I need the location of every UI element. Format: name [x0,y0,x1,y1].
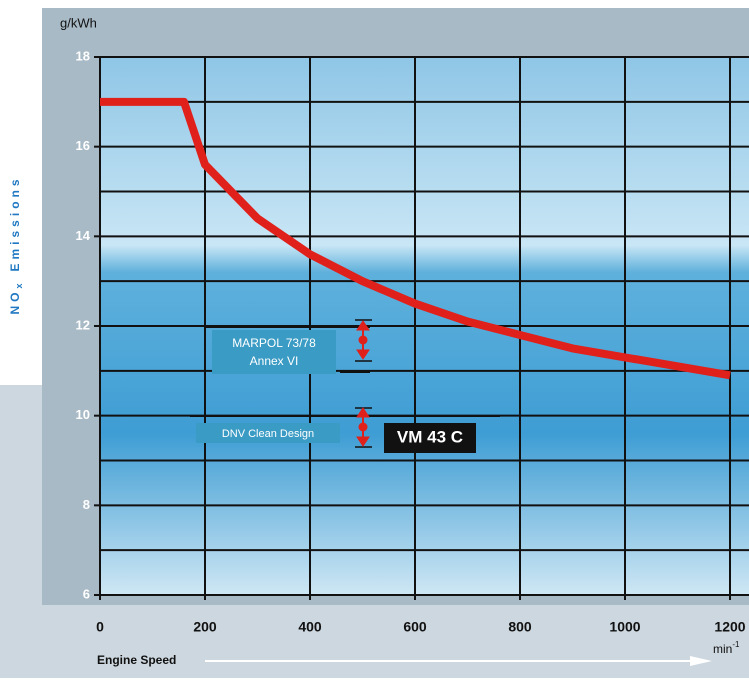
x-tick-label: 400 [298,619,322,635]
y-label-sub: x [14,280,24,289]
x-unit-exp: -1 [732,640,740,649]
x-tick-label: 600 [403,619,427,635]
y-axis-label: NOx Emissions [8,175,24,314]
x-tick-label: 1200 [714,619,745,635]
y-tick-label: 12 [76,317,90,332]
y-tick-label: 18 [76,48,90,63]
x-tick-label: 1000 [609,619,640,635]
x-unit-main: min [713,642,732,656]
chart: MARPOL 73/78 Annex VI DNV Clean Design V… [0,0,749,678]
x-axis-label: Engine Speed [97,653,176,667]
y-unit: g/kWh [60,15,97,30]
annotation: Annex VI [250,354,299,368]
annotation: MARPOL 73/78 [232,336,316,350]
y-tick-label: 10 [76,407,90,422]
y-label-main: NO [8,289,22,315]
annotation: DNV Clean Design [222,428,314,440]
y-tick-label: 8 [83,497,90,512]
annotation: VM 43 C [397,427,463,446]
y-label-end: Emissions [8,175,22,271]
y-tick-label: 16 [76,138,90,153]
y-tick-label: 14 [76,228,91,243]
x-tick-label: 800 [508,619,532,635]
x-tick-label: 200 [193,619,217,635]
x-tick-label: 0 [96,619,104,635]
y-tick-label: 6 [83,586,90,601]
